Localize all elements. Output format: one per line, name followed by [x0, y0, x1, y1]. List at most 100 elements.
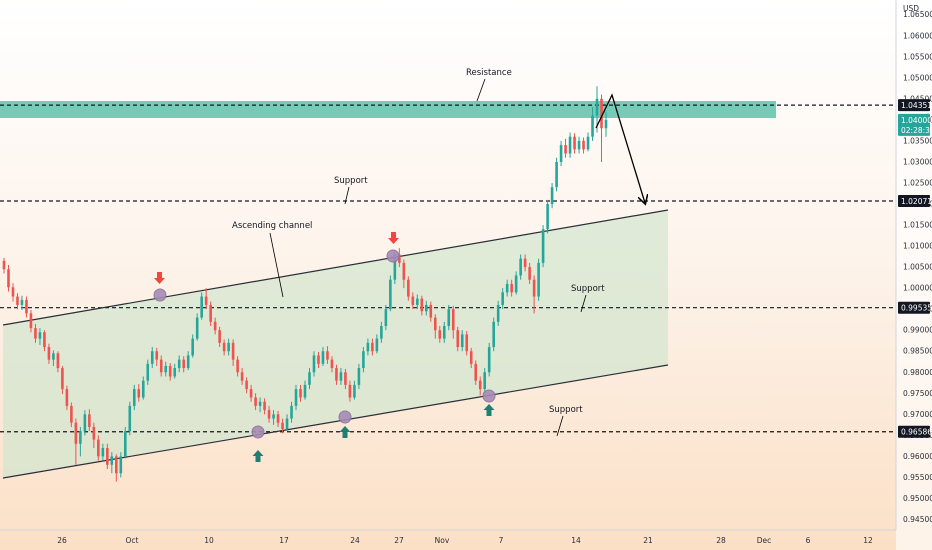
candle — [447, 304, 451, 331]
candle — [591, 107, 594, 141]
candle — [411, 292, 415, 310]
candle — [34, 323, 37, 343]
candle — [7, 265, 10, 292]
channel-touch-markers — [153, 249, 496, 439]
level-price-badge — [898, 425, 930, 438]
level-price-badge — [898, 99, 930, 112]
candle — [285, 414, 289, 432]
candle — [537, 258, 540, 301]
candle — [164, 361, 168, 377]
support-upper-label: Support — [334, 176, 368, 186]
candle — [321, 347, 325, 366]
candle — [600, 94, 603, 162]
price-tick-label: 0.95500 — [903, 473, 932, 482]
time-axis[interactable]: 26 Oct 10 17 24 27 Nov 7 14 21 28 Dec 6 12 — [57, 536, 873, 545]
candle — [52, 350, 55, 366]
arrow-up-icon — [339, 426, 351, 438]
level-price-label: 0.96586 — [901, 428, 932, 437]
time-tick-label: 12 — [863, 536, 873, 545]
candle — [177, 355, 181, 373]
candle — [200, 292, 203, 320]
touch-marker-4 — [338, 410, 352, 424]
support-upper-callout-line — [344, 186, 350, 205]
candle — [186, 351, 190, 371]
candle — [146, 359, 150, 385]
callouts: Resistance Support Ascending channel Sup… — [232, 68, 605, 437]
touch-marker-3 — [251, 425, 265, 439]
candle — [451, 305, 455, 339]
candle — [339, 368, 343, 385]
time-tick-label: 21 — [643, 536, 653, 545]
candle — [384, 304, 388, 331]
red-down-arrows — [154, 232, 399, 284]
candle — [577, 136, 581, 154]
candle — [240, 368, 244, 385]
candle — [344, 368, 347, 390]
price-tick-label: 0.96000 — [903, 452, 932, 461]
candle — [303, 380, 307, 400]
candle — [330, 356, 334, 373]
time-tick-label: 28 — [716, 536, 726, 545]
time-tick-label: 7 — [499, 536, 504, 545]
candle — [128, 401, 132, 436]
candle — [389, 275, 392, 312]
price-tick-label: 1.05000 — [903, 73, 932, 82]
time-tick-label: 10 — [204, 536, 214, 545]
candle — [380, 321, 383, 343]
candle — [528, 262, 531, 284]
candle — [222, 339, 226, 356]
candle — [204, 288, 208, 310]
candle — [2, 257, 6, 274]
candle — [290, 401, 293, 423]
candle — [213, 317, 217, 335]
candle — [155, 347, 159, 366]
candle — [375, 334, 379, 354]
price-tick-label: 1.01000 — [903, 242, 932, 251]
candle — [272, 410, 275, 425]
candle — [83, 410, 87, 436]
support-mid-label: Support — [571, 284, 605, 294]
candle — [398, 248, 401, 268]
candle — [16, 293, 19, 310]
candle — [474, 360, 478, 385]
support-mid-callout-line — [580, 294, 587, 313]
candle — [353, 380, 356, 400]
time-tick-label: 14 — [571, 536, 581, 545]
time-tick-label: 17 — [279, 536, 289, 545]
candle — [182, 356, 186, 373]
candle — [150, 347, 154, 369]
candle — [29, 310, 33, 333]
candle — [281, 418, 284, 434]
candle — [249, 384, 253, 402]
candle — [254, 393, 257, 411]
candle — [43, 330, 46, 352]
touch-marker-5 — [482, 389, 496, 403]
price-tick-label: 0.97000 — [903, 410, 932, 419]
arrow-down-icon — [388, 232, 399, 244]
candle — [115, 454, 118, 482]
candle — [56, 351, 60, 373]
candle — [366, 338, 370, 356]
candle — [258, 397, 262, 413]
candle — [586, 132, 590, 152]
price-tick-label: 1.03500 — [903, 136, 932, 145]
candle — [11, 283, 15, 302]
candles-group — [2, 86, 608, 482]
candle — [546, 199, 549, 234]
time-tick-label: 26 — [57, 536, 67, 545]
candle — [559, 140, 563, 167]
candle — [478, 376, 482, 396]
support-low-label: Support — [549, 405, 583, 415]
candle — [231, 339, 235, 366]
price-tick-label: 0.97500 — [903, 389, 932, 398]
candle — [106, 443, 109, 470]
candle — [227, 338, 230, 356]
channel-callout-line — [269, 232, 284, 298]
price-badges: 1.04351 1.02071 0.99535 0.96586 1.0400002:28… — [898, 99, 932, 438]
candle — [492, 317, 495, 352]
level-price-label: 1.02071 — [901, 197, 932, 206]
candle — [582, 137, 585, 154]
candle — [97, 435, 100, 461]
candle — [312, 351, 316, 377]
price-tick-label: 0.99000 — [903, 326, 932, 335]
